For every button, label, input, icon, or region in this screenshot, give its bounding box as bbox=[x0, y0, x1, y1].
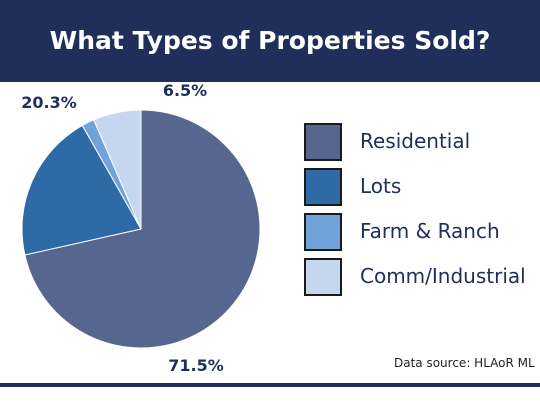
legend-label-residential: Residential bbox=[360, 129, 471, 153]
legend-label-comm-industrial: Comm/Industrial bbox=[360, 264, 526, 288]
bottom-rule bbox=[0, 383, 540, 387]
legend-label-farm-ranch: Farm & Ranch bbox=[360, 219, 500, 243]
data-label-residential: 71.5% bbox=[168, 356, 224, 375]
data-label-comm-industrial: 6.5% bbox=[163, 81, 207, 100]
legend-label-lots: Lots bbox=[360, 174, 402, 198]
pie-slice-lots bbox=[21, 124, 142, 256]
title-bar bbox=[0, 0, 540, 82]
pie-slice-residential bbox=[24, 109, 261, 349]
legend-swatch-residential bbox=[304, 123, 342, 161]
chart-title: What Types of Properties Sold? bbox=[49, 26, 491, 55]
legend-swatch-lots bbox=[304, 168, 342, 206]
data-source-note: Data source: HLAoR ML bbox=[394, 356, 535, 370]
legend-swatch-farm-ranch bbox=[304, 213, 342, 251]
legend-swatch-comm-industrial bbox=[304, 258, 342, 296]
pie-slice-comm-industrial bbox=[93, 109, 142, 230]
data-label-lots: 20.3% bbox=[21, 93, 77, 112]
